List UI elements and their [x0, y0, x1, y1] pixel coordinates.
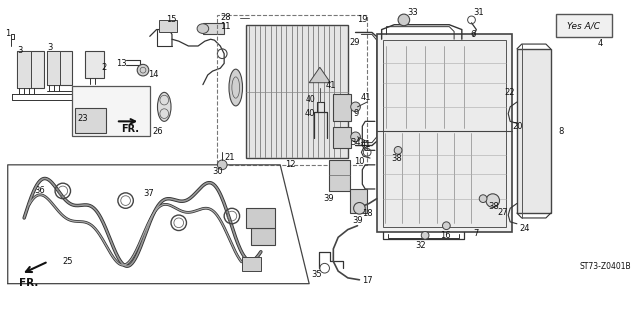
Text: 23: 23: [77, 114, 88, 123]
Text: 19: 19: [357, 15, 368, 24]
Bar: [47, 51, 60, 84]
Bar: [241, 257, 261, 271]
Circle shape: [351, 132, 361, 142]
Bar: [73, 86, 150, 136]
Text: 4: 4: [598, 39, 603, 48]
Circle shape: [398, 14, 410, 26]
Bar: [350, 189, 367, 213]
Text: FR.: FR.: [121, 124, 139, 134]
Bar: [85, 51, 104, 78]
Bar: [251, 228, 275, 245]
Text: 41: 41: [326, 81, 336, 90]
Bar: [333, 127, 351, 148]
Text: 22: 22: [505, 88, 515, 97]
Ellipse shape: [197, 24, 209, 33]
Ellipse shape: [157, 92, 171, 121]
Circle shape: [421, 231, 429, 239]
Text: 36: 36: [34, 187, 45, 196]
Polygon shape: [309, 67, 331, 83]
Text: 12: 12: [285, 160, 296, 169]
Text: 30: 30: [213, 167, 223, 176]
Text: 18: 18: [362, 209, 373, 218]
Bar: [329, 160, 350, 191]
Circle shape: [351, 102, 361, 112]
Text: Yes A/C: Yes A/C: [567, 21, 600, 30]
Bar: [247, 208, 275, 228]
Text: 13: 13: [116, 59, 127, 68]
Bar: [17, 51, 45, 88]
Circle shape: [443, 222, 450, 229]
Text: 17: 17: [362, 276, 373, 285]
Text: 8: 8: [559, 126, 564, 135]
Text: 41: 41: [361, 140, 371, 149]
Circle shape: [394, 147, 402, 154]
Text: 41: 41: [361, 93, 371, 102]
Bar: [555, 14, 612, 37]
Bar: [383, 40, 506, 227]
Text: 14: 14: [148, 70, 159, 79]
Text: 35: 35: [311, 269, 322, 278]
Text: 21: 21: [224, 153, 234, 162]
Text: 15: 15: [166, 15, 176, 24]
Text: 16: 16: [440, 231, 450, 240]
Text: 39: 39: [324, 194, 334, 203]
Bar: [159, 20, 177, 32]
Text: 10: 10: [354, 157, 364, 166]
Text: 9: 9: [354, 109, 359, 118]
Text: 24: 24: [520, 224, 531, 233]
Text: ST73-Z0401B: ST73-Z0401B: [580, 262, 631, 271]
Text: 2: 2: [101, 63, 107, 72]
Bar: [247, 25, 348, 158]
Circle shape: [486, 194, 499, 207]
Bar: [333, 94, 351, 121]
Text: 6: 6: [471, 30, 476, 39]
Text: 39: 39: [353, 216, 363, 225]
Bar: [517, 49, 551, 213]
Circle shape: [479, 195, 487, 203]
Text: 7: 7: [473, 229, 479, 238]
Bar: [377, 34, 512, 232]
Text: 20: 20: [512, 122, 522, 131]
Text: 1: 1: [5, 29, 10, 38]
Text: 34: 34: [351, 138, 361, 147]
Text: 26: 26: [153, 127, 163, 137]
Text: 38: 38: [488, 202, 499, 211]
Text: 29: 29: [350, 38, 361, 47]
Bar: [17, 51, 31, 88]
Text: 11: 11: [220, 22, 231, 31]
Circle shape: [137, 64, 149, 76]
Text: 32: 32: [415, 241, 426, 250]
Circle shape: [354, 203, 365, 214]
Text: 25: 25: [63, 257, 73, 266]
Text: 28: 28: [220, 13, 231, 22]
Bar: [217, 15, 367, 165]
Text: 31: 31: [473, 8, 484, 17]
Bar: [75, 108, 106, 133]
Text: 37: 37: [143, 189, 154, 198]
Text: 40: 40: [304, 109, 315, 118]
Text: 3: 3: [47, 44, 53, 52]
Circle shape: [217, 160, 227, 170]
Text: 27: 27: [497, 208, 508, 217]
Text: 38: 38: [391, 154, 402, 163]
Text: 3: 3: [17, 46, 23, 55]
Text: 33: 33: [408, 8, 419, 17]
Bar: [47, 51, 73, 84]
Text: FR.: FR.: [19, 278, 39, 288]
Ellipse shape: [229, 69, 243, 106]
Text: 40: 40: [305, 95, 315, 104]
Bar: [203, 23, 224, 34]
